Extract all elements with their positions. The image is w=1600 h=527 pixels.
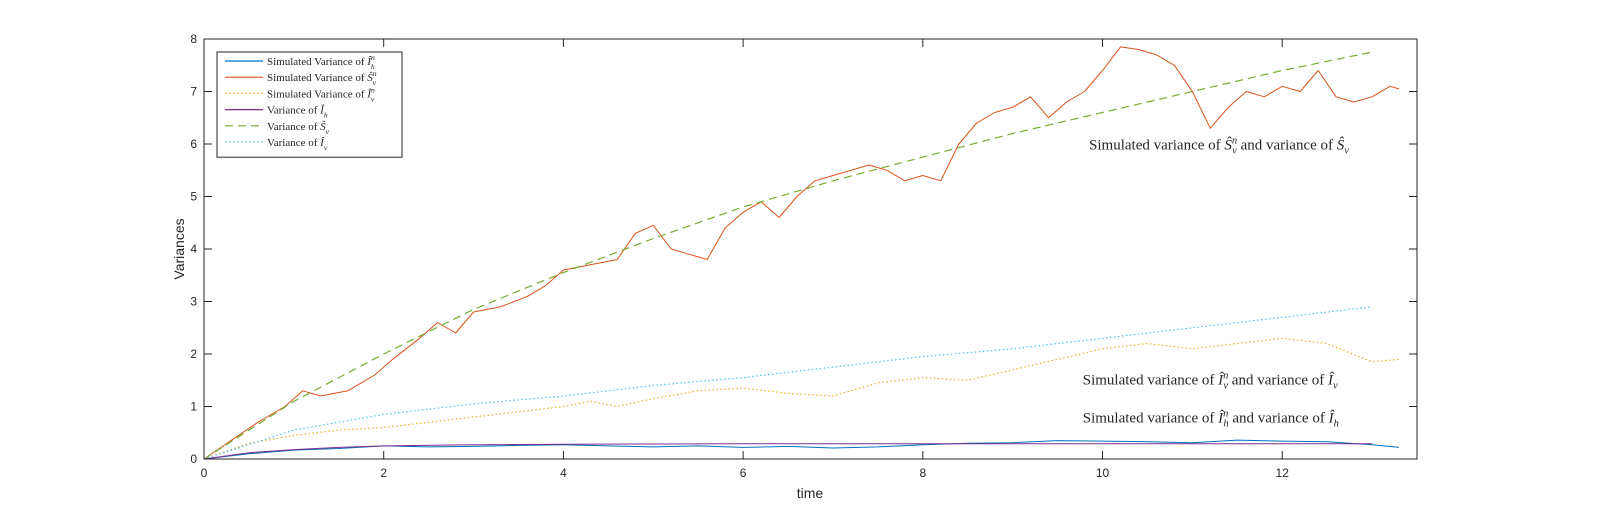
series-line-5 [203,51,1373,460]
x-tick-label: 6 [740,466,747,480]
x-tick-label: 8 [919,466,926,480]
series-line-2 [203,46,1400,460]
y-tick-label: 4 [190,242,197,256]
y-tick-label: 7 [190,85,197,99]
x-tick-label: 10 [1096,466,1110,480]
y-tick-label: 6 [190,137,197,151]
y-tick-label: 5 [190,190,197,204]
legend-label-1: Simulated Variance of În h [267,53,375,71]
series-line-6 [203,306,1373,460]
y-tick-label: 2 [190,347,197,361]
y-axis-title: Variances [171,218,187,279]
x-tick-label: 4 [560,466,567,480]
legend-box [216,51,403,158]
x-tick-label: 2 [380,466,387,480]
x-tick-label: 0 [201,466,208,480]
legend-label-2: Simulated Variance of Ŝn v [267,69,377,87]
y-tick-label: 3 [190,295,197,309]
legend-label-5: Variance of Ŝv [267,121,330,136]
annotation-3: Simulated variance of În h and variance o… [1083,408,1339,429]
plot-background [204,39,1417,459]
annotations-layer: Simulated variance of Ŝn v and variance o… [1083,135,1350,429]
annotation-2: Simulated variance of În v and variance o… [1083,370,1338,391]
x-tick-label: 12 [1276,466,1290,480]
y-tick-label: 8 [190,32,197,46]
legend-label-3: Simulated Variance of În v [267,85,375,103]
legend-label-4: Variance of Îh [267,105,328,120]
plot-frame [203,38,1418,460]
series-line-4 [203,443,1373,460]
x-axis-title: time [797,485,824,501]
series-line-1 [203,439,1400,460]
annotation-1: Simulated variance of Ŝn v and variance o… [1089,135,1349,156]
y-tick-label: 0 [190,452,197,466]
legend-label-6: Variance of Îv [267,137,328,152]
y-tick-label: 1 [190,400,197,414]
series-layer [203,46,1400,460]
